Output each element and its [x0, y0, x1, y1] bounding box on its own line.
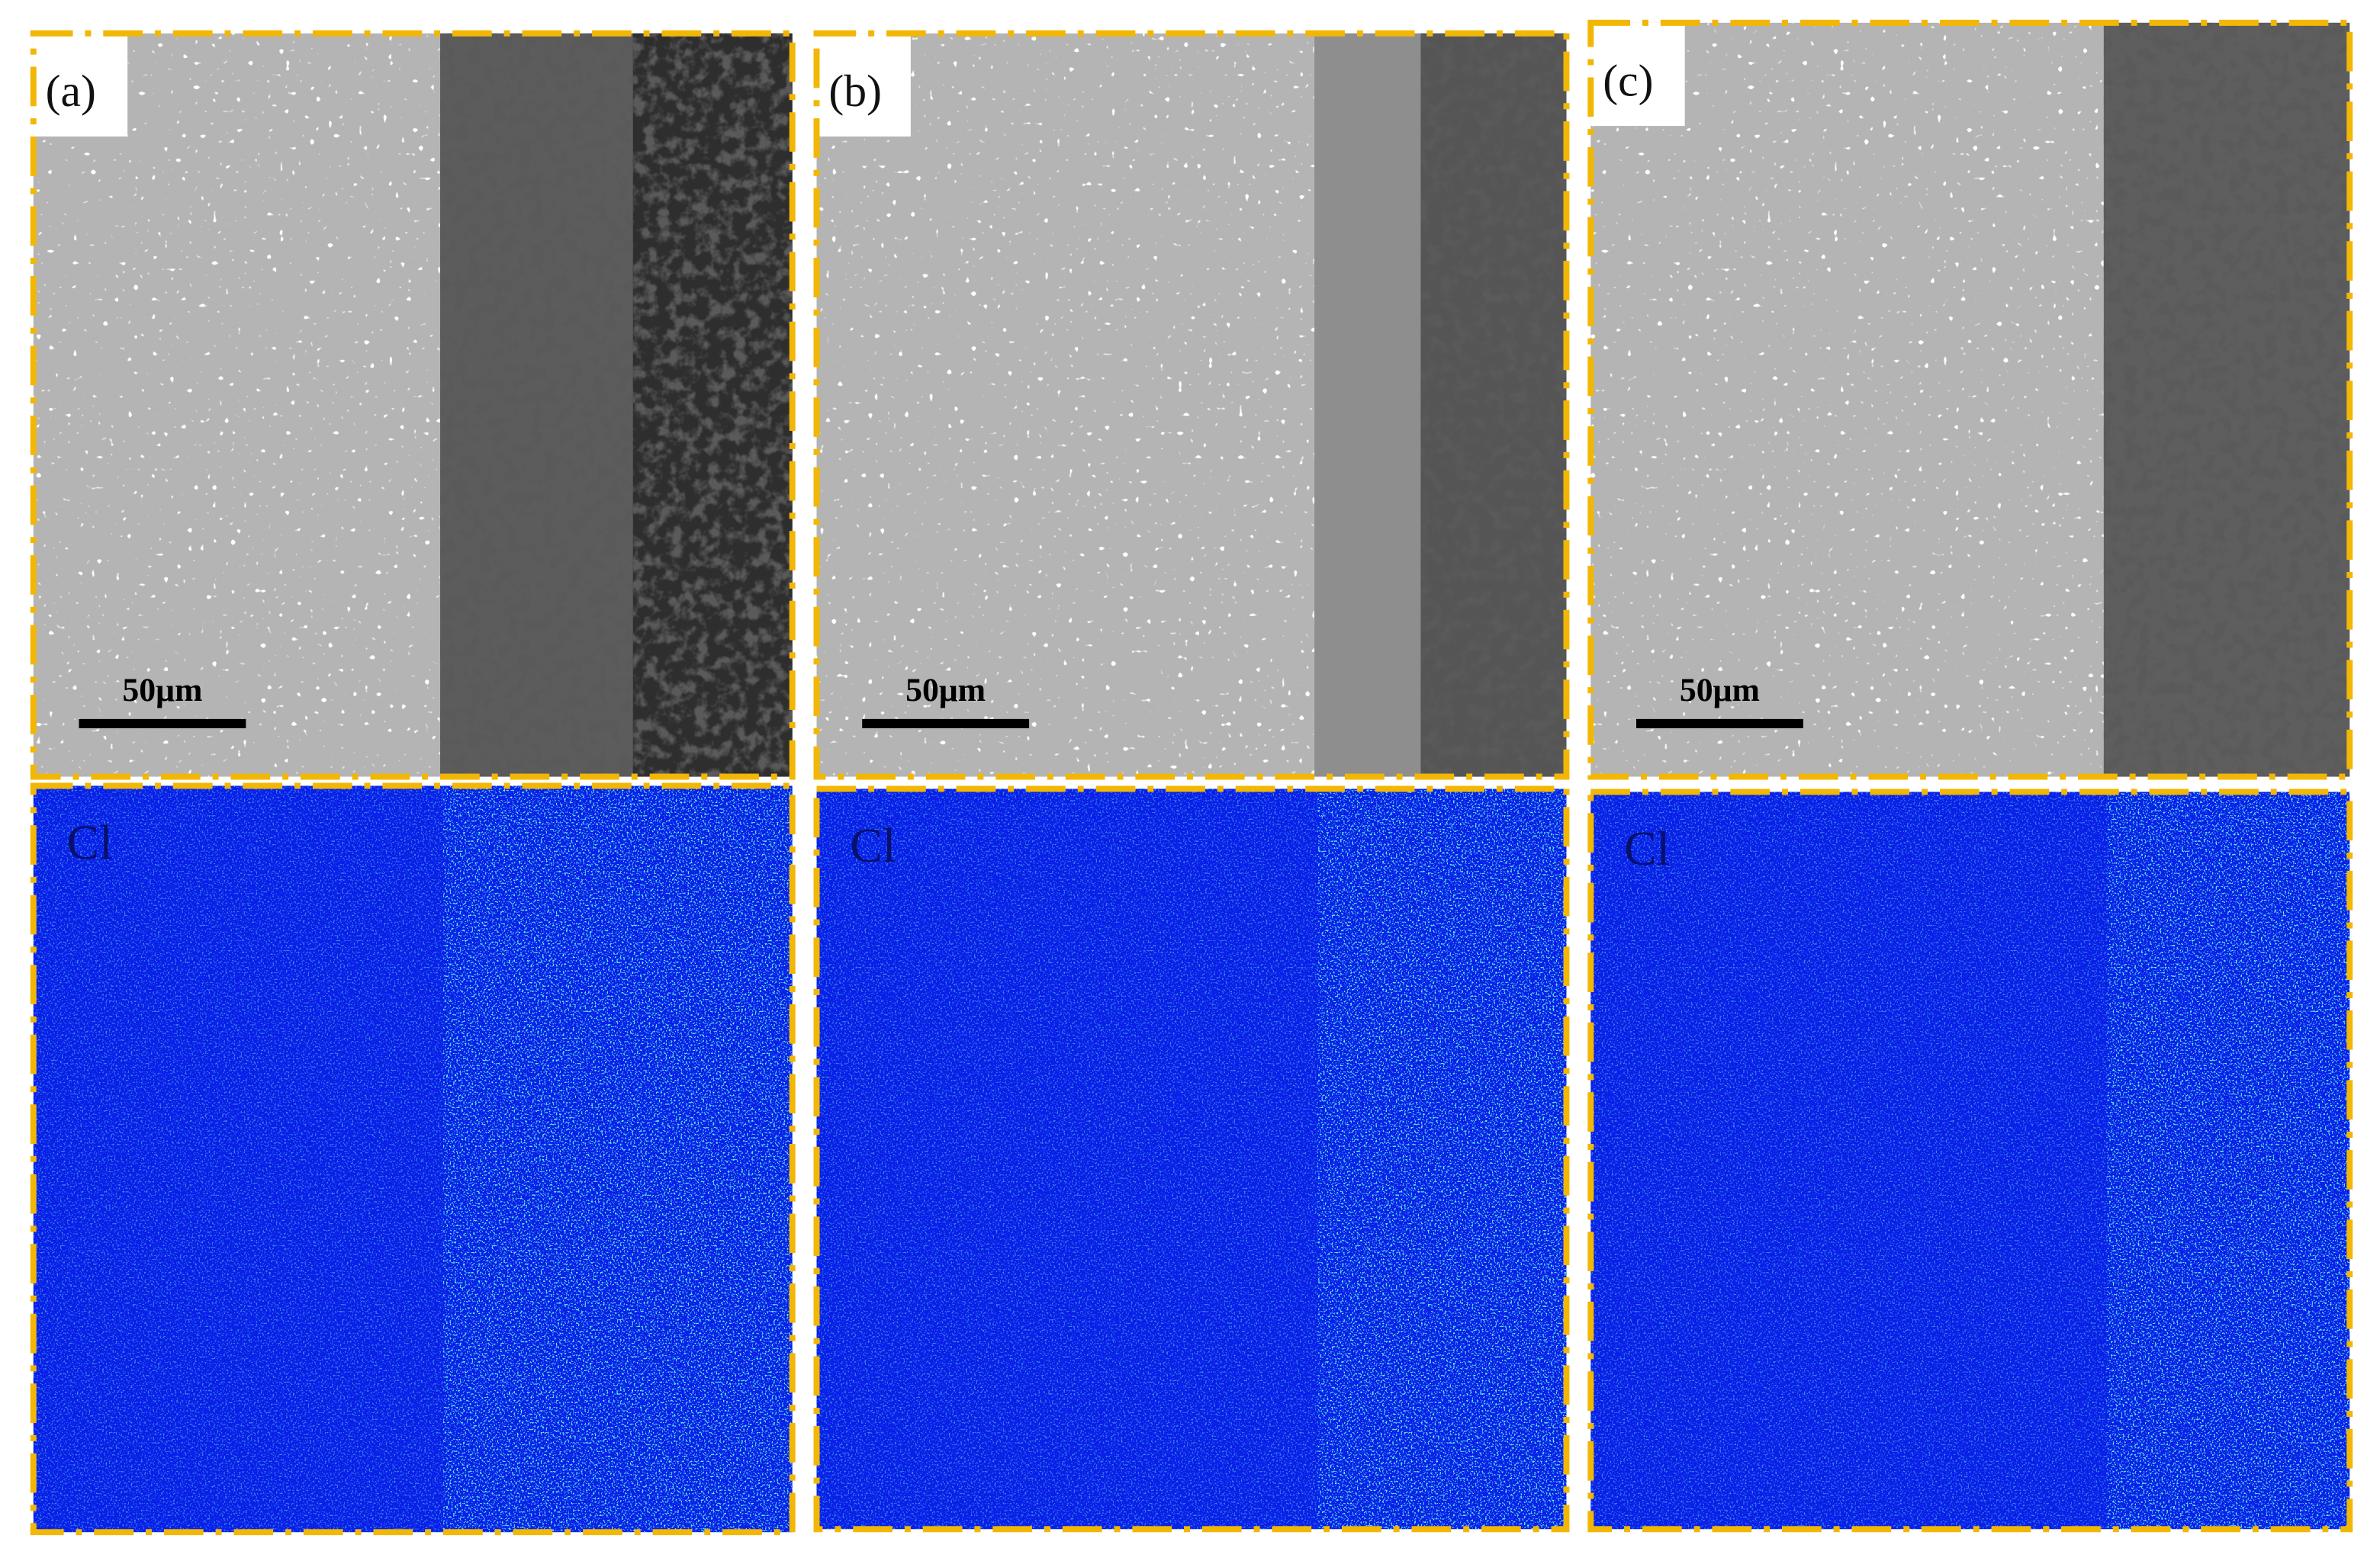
sem-inclusions [1590, 22, 2104, 777]
cl-rich-zone [2106, 792, 2350, 1530]
sem-inclusions [33, 33, 441, 777]
scale-bar-label: 50μm [122, 672, 202, 708]
sem-texture [1420, 33, 1567, 777]
sem-inclusions [816, 33, 1315, 777]
label-box [33, 33, 128, 137]
sem-texture [632, 33, 793, 777]
map-label: Cl [850, 818, 896, 872]
map-label: Cl [1624, 821, 1670, 875]
dashed-border [813, 785, 1570, 1533]
panel-label: (b) [828, 66, 882, 116]
scale-bar-label: 50μm [1680, 672, 1760, 708]
dashed-border [1587, 19, 2353, 780]
dashed-border [30, 30, 796, 780]
scale-bar-label: 50μm [905, 672, 986, 708]
dashed-border [813, 30, 1570, 780]
map-label: Cl [67, 815, 113, 869]
sem-texture [2103, 22, 2350, 777]
label-box [816, 33, 911, 137]
cl-rich-zone [443, 785, 793, 1533]
label-box [1590, 22, 1685, 127]
cl-rich-zone [1317, 789, 1567, 1530]
dashed-border [30, 782, 796, 1536]
panel-label: (c) [1603, 55, 1653, 105]
dashed-border [1587, 789, 2353, 1533]
panel-label: (a) [46, 66, 96, 116]
